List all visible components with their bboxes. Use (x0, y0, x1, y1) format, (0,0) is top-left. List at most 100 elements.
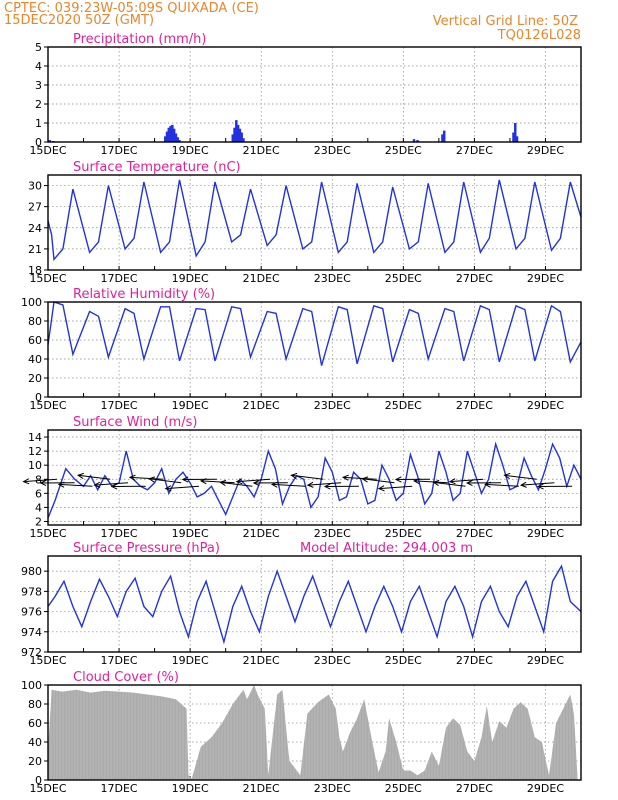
wind-vector (291, 474, 324, 480)
rh-series-line (47, 301, 582, 366)
pressure-annotation: Model Altitude: 294.003 m (300, 541, 473, 556)
x-tick-label: 21DEC (243, 527, 280, 540)
x-tick-label: 21DEC (243, 144, 280, 157)
wind-vector (129, 476, 164, 480)
wind-vector (362, 478, 395, 484)
precip-bar (242, 138, 245, 142)
pressure-series-line (47, 564, 582, 645)
wind-vector-head (181, 476, 189, 483)
precip-bar (515, 136, 519, 142)
precip-bar (171, 124, 174, 142)
x-tick-label: 25DEC (385, 527, 422, 540)
x-tick-label: 17DEC (101, 144, 138, 157)
precip-bar (176, 137, 179, 142)
wind-vector-head (341, 474, 349, 481)
x-tick-label: 27DEC (456, 399, 493, 412)
precip-bar (178, 140, 181, 142)
wind-vector-head (219, 479, 227, 487)
y-tick-label: 20 (28, 372, 42, 385)
y-tick-label: 20 (28, 755, 42, 768)
x-tick-label: 21DEC (243, 399, 280, 412)
wind-vector-head (290, 472, 298, 479)
x-tick-label: 23DEC (314, 399, 351, 412)
x-tick-label: 15DEC (29, 144, 66, 157)
x-tick-label: 21DEC (243, 272, 280, 285)
wind-vector (94, 482, 128, 486)
x-tick-label: 29DEC (527, 399, 564, 412)
y-tick-label: 24 (28, 222, 42, 235)
x-tick-label: 25DEC (385, 272, 422, 285)
y-tick-label: 1 (35, 117, 42, 130)
x-tick-label: 19DEC (172, 654, 209, 667)
wind-vector-head (377, 485, 385, 492)
wind-vector-head (448, 478, 456, 485)
precip-bar (169, 125, 172, 142)
precip-bar (172, 128, 176, 142)
cloud-cover-area (48, 685, 578, 780)
x-tick-label: 19DEC (172, 144, 209, 157)
plot-frame (47, 555, 582, 653)
precip-bar (165, 131, 169, 142)
x-tick-label: 29DEC (527, 144, 564, 157)
wind-vector (78, 474, 111, 480)
y-tick-label: 30 (28, 180, 42, 193)
wind-vector (504, 474, 537, 480)
grid-note-label: Vertical Grid Line: 50Z (433, 14, 578, 29)
x-tick-label: 15DEC (29, 782, 66, 795)
plot-frame (47, 301, 582, 398)
wind-vector (149, 478, 182, 484)
x-tick-label: 15DEC (29, 399, 66, 412)
plot-frame (47, 429, 582, 526)
y-tick-label: 3 (35, 79, 42, 92)
precip-bar (512, 132, 515, 142)
precip-bar (231, 134, 235, 142)
wind-title: Surface Wind (m/s) (73, 415, 197, 430)
precip-bar (442, 130, 446, 142)
x-tick-label: 27DEC (456, 782, 493, 795)
wind-vector-head (394, 476, 402, 483)
plot-frame (47, 46, 582, 143)
wind-vector-head (432, 479, 440, 487)
x-tick-label: 15DEC (29, 654, 66, 667)
wind-vector-head (164, 485, 172, 492)
cloud-title: Cloud Cover (%) (73, 670, 179, 685)
wind-vector-head (22, 478, 30, 485)
wind-vector-head (306, 481, 314, 488)
x-tick-label: 15DEC (29, 527, 66, 540)
precip-bar (441, 134, 444, 142)
x-tick-label: 19DEC (172, 399, 209, 412)
y-tick-label: 80 (28, 698, 42, 711)
x-tick-label: 17DEC (101, 272, 138, 285)
y-tick-label: 60 (28, 717, 42, 730)
precip-bar (235, 120, 238, 142)
y-tick-label: 6 (35, 487, 42, 500)
wind-vector (220, 481, 253, 487)
x-tick-label: 29DEC (527, 272, 564, 285)
x-tick-label: 27DEC (456, 527, 493, 540)
wind-vector-head (199, 478, 207, 485)
wind-vector (414, 480, 448, 484)
wind-vector-head (252, 479, 260, 487)
wind-vector-head (484, 481, 491, 488)
precip-bar (48, 140, 52, 142)
x-tick-label: 23DEC (314, 782, 351, 795)
precip-bar (233, 127, 236, 142)
panel-temp: 18 21 24 27 30 15DEC 17DEC 19DEC 21DEC 23DEC 25DEC… (28, 160, 582, 285)
precip-bar (238, 128, 242, 142)
x-tick-label: 23DEC (314, 527, 351, 540)
x-tick-label: 29DEC (527, 782, 564, 795)
wind-vector (272, 483, 306, 487)
y-tick-label: 2 (35, 515, 42, 528)
x-tick-label: 29DEC (527, 527, 564, 540)
y-tick-label: 12 (28, 445, 42, 458)
model-label: TQ0126L028 (497, 28, 581, 43)
wind-vector-head (503, 472, 511, 479)
x-tick-label: 17DEC (101, 782, 138, 795)
y-tick-label: 2 (35, 98, 42, 111)
wind-vector-head (148, 476, 156, 483)
panel-rh: 0 20 40 60 80 100 15DEC 17DEC 19DEC 21DEC 23DEC 25D… (21, 287, 582, 412)
rh-title: Relative Humidity (%) (73, 287, 215, 302)
wind-series-line (47, 441, 582, 519)
x-tick-label: 23DEC (314, 144, 351, 157)
